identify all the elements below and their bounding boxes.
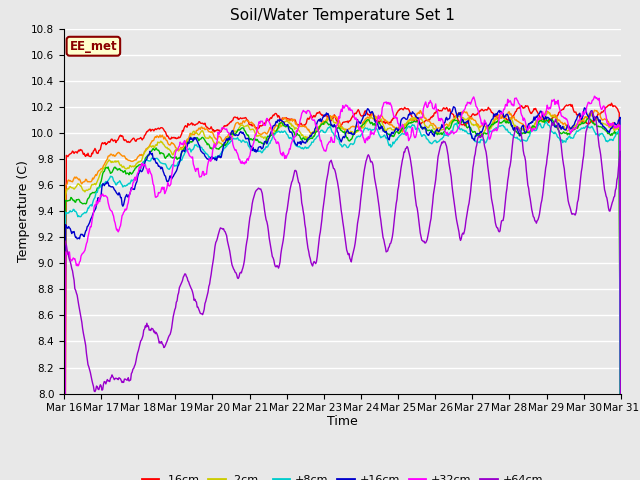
+8cm — [184, 146, 192, 152]
-2cm — [410, 116, 418, 122]
-16cm — [607, 100, 615, 106]
+2cm — [585, 115, 593, 120]
-8cm — [127, 158, 135, 164]
Text: EE_met: EE_met — [70, 40, 117, 53]
+2cm — [410, 119, 418, 124]
Line: -8cm: -8cm — [64, 110, 621, 480]
Title: Soil/Water Temperature Set 1: Soil/Water Temperature Set 1 — [230, 9, 455, 24]
-8cm — [184, 136, 192, 142]
-2cm — [127, 164, 135, 170]
+16cm — [410, 110, 418, 116]
-16cm — [426, 116, 434, 121]
-2cm — [70, 186, 78, 192]
-2cm — [214, 141, 221, 147]
+32cm — [127, 187, 135, 192]
-2cm — [184, 137, 192, 143]
+64cm — [70, 277, 78, 283]
+2cm — [127, 171, 135, 177]
+64cm — [426, 219, 434, 225]
+32cm — [214, 137, 221, 143]
-8cm — [426, 120, 434, 125]
+64cm — [588, 108, 595, 114]
Line: -2cm: -2cm — [64, 112, 621, 480]
+32cm — [410, 133, 418, 139]
Line: +32cm: +32cm — [64, 96, 621, 480]
Legend: -16cm, -8cm, -2cm, +2cm, +8cm, +16cm, +32cm, +64cm: -16cm, -8cm, -2cm, +2cm, +8cm, +16cm, +3… — [138, 470, 547, 480]
+32cm — [426, 97, 434, 103]
-16cm — [410, 119, 418, 124]
+32cm — [617, 450, 625, 456]
+2cm — [70, 197, 78, 203]
+8cm — [127, 177, 135, 183]
+2cm — [426, 128, 434, 133]
Line: +8cm: +8cm — [64, 122, 621, 480]
-16cm — [127, 137, 135, 143]
-16cm — [184, 120, 192, 126]
-8cm — [410, 115, 418, 121]
-16cm — [214, 127, 221, 132]
+16cm — [450, 104, 458, 109]
+8cm — [426, 140, 434, 145]
+8cm — [70, 207, 78, 213]
Y-axis label: Temperature (C): Temperature (C) — [17, 160, 30, 262]
-8cm — [70, 175, 78, 181]
+2cm — [184, 139, 192, 145]
Line: +2cm: +2cm — [64, 118, 621, 480]
+16cm — [184, 140, 192, 145]
-2cm — [426, 122, 434, 128]
Line: +16cm: +16cm — [64, 107, 621, 480]
+64cm — [214, 236, 221, 241]
+16cm — [617, 443, 625, 449]
+64cm — [184, 278, 192, 284]
+32cm — [70, 256, 78, 262]
X-axis label: Time: Time — [327, 415, 358, 428]
+8cm — [543, 119, 550, 125]
+2cm — [214, 146, 221, 152]
+16cm — [426, 130, 434, 135]
-2cm — [544, 109, 552, 115]
+64cm — [127, 371, 135, 376]
-8cm — [591, 108, 598, 113]
+16cm — [70, 228, 78, 234]
+16cm — [214, 155, 221, 161]
+8cm — [410, 122, 418, 128]
+32cm — [184, 149, 192, 155]
+16cm — [127, 185, 135, 191]
+64cm — [410, 182, 418, 188]
Line: +64cm: +64cm — [64, 111, 621, 480]
+8cm — [214, 154, 221, 159]
-16cm — [70, 151, 78, 156]
+32cm — [591, 93, 598, 99]
-8cm — [214, 136, 221, 142]
Line: -16cm: -16cm — [64, 103, 621, 480]
